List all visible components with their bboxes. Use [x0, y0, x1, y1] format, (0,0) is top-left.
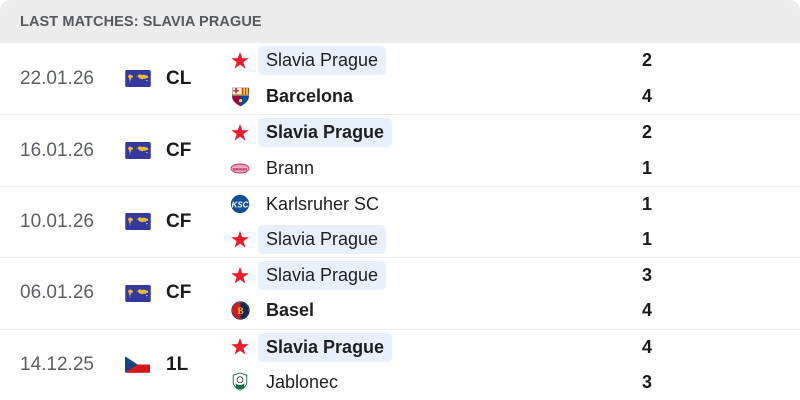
svg-text:BRANN: BRANN	[233, 166, 247, 171]
svg-text:B: B	[237, 306, 243, 316]
svg-text:KSC: KSC	[232, 201, 249, 210]
